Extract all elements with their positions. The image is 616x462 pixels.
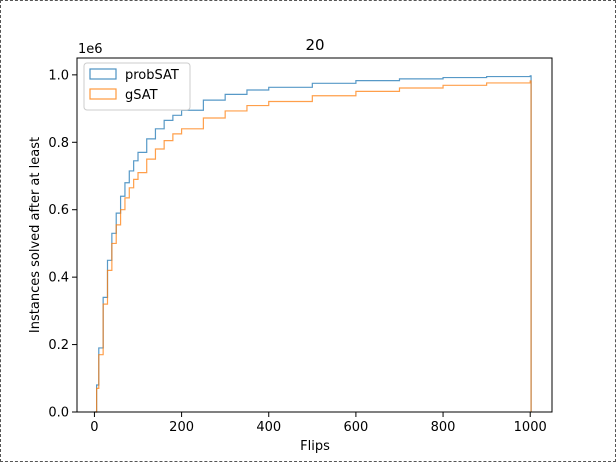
y-tick-label: 0.0 — [48, 406, 69, 421]
series-layer — [94, 75, 532, 413]
x-tick-label: 600 — [343, 420, 368, 435]
series-line-gsat — [94, 80, 532, 413]
legend-box — [83, 62, 191, 111]
y-axis-label: Instances solved after at least — [28, 137, 43, 333]
y-offset-text: 1e6 — [78, 42, 103, 57]
y-tick-label: 0.4 — [48, 271, 69, 286]
y-axis: 0.0 0.2 0.4 0.6 0.8 1.0 — [48, 68, 77, 421]
x-axis: 0 200 400 600 800 1000 — [90, 412, 547, 435]
x-tick-label: 800 — [431, 420, 456, 435]
legend-label-probsat: probSAT — [125, 68, 179, 83]
plot-frame — [76, 57, 553, 413]
y-tick-label: 0.6 — [48, 203, 69, 218]
legend-swatch-gsat — [89, 88, 117, 100]
x-tick-label: 1000 — [514, 420, 547, 435]
legend: probSAT gSAT — [83, 62, 191, 111]
legend-label-gsat: gSAT — [125, 88, 158, 103]
y-tick-label: 0.2 — [48, 338, 69, 353]
x-tick-label: 200 — [169, 420, 194, 435]
y-tick-label: 0.8 — [48, 136, 69, 151]
legend-swatch-probsat — [89, 68, 117, 80]
series-line-probsat — [94, 75, 532, 413]
x-tick-label: 0 — [90, 420, 98, 435]
y-tick-label: 1.0 — [48, 68, 69, 83]
x-axis-label: Flips — [300, 439, 330, 454]
chart-title: 20 — [305, 36, 324, 54]
x-tick-label: 400 — [256, 420, 281, 435]
